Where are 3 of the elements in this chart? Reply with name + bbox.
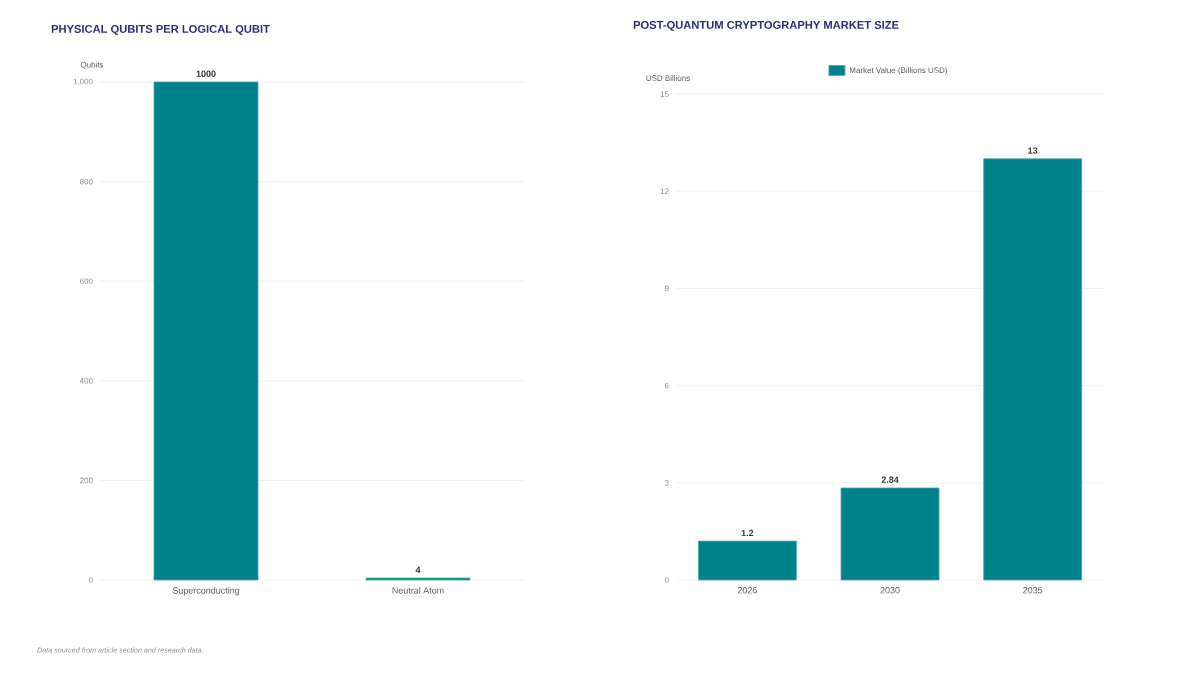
bar	[697, 540, 797, 581]
bar	[840, 487, 940, 581]
bar	[983, 158, 1083, 581]
